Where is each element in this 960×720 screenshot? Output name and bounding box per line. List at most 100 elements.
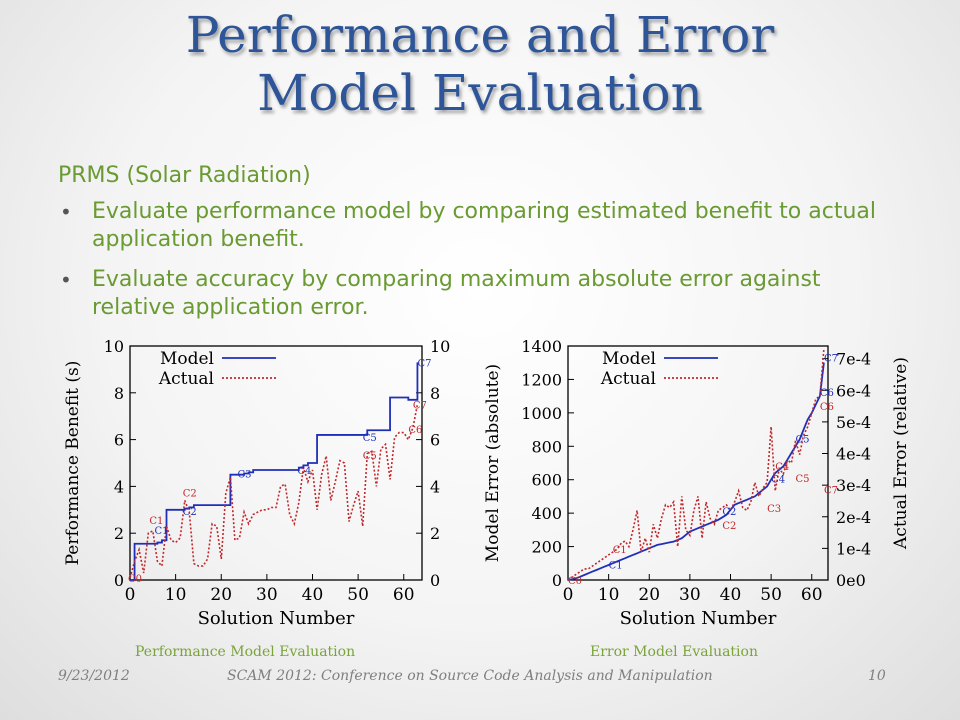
y2-tick-label: 8 [430, 384, 440, 403]
series-line-model [567, 362, 825, 581]
point-label: C4 [297, 466, 311, 477]
y2-tick-label: 1e-4 [836, 539, 871, 558]
y2-tick-label: 6 [430, 431, 440, 450]
x-axis-label: Solution Number [198, 608, 355, 629]
point-label: C1 [149, 516, 163, 527]
y-tick-label: 1400 [521, 337, 562, 356]
y2-tick-label: 7e-4 [836, 350, 871, 369]
legend-label: Model [160, 349, 214, 369]
footer-conference: SCAM 2012: Conference on Source Code Ana… [227, 668, 713, 684]
y2-tick-label: 2e-4 [836, 508, 871, 527]
point-label: C4 [771, 475, 785, 486]
y-tick-label: 2 [114, 524, 124, 543]
y-axis-label: Performance Benefit (s) [63, 361, 83, 566]
y-tick-label: 400 [531, 504, 562, 523]
error-model-chart: 0 10 20 30 40 50 6002004006008001000120014000e… [483, 337, 911, 629]
x-axis-label: Solution Number [620, 608, 777, 629]
y2-tick-label: 10 [430, 337, 450, 356]
y2-tick-label: 4e-4 [836, 445, 871, 464]
x-tick-label: 10 [165, 585, 187, 605]
y2-tick-label: 3e-4 [836, 476, 871, 495]
x-tick-label: 40 [720, 585, 742, 605]
y-tick-label: 600 [531, 471, 562, 490]
plot-frame [129, 345, 423, 581]
point-label: C2 [722, 507, 736, 518]
y-tick-label: 8 [114, 384, 124, 403]
point-label: C6 [408, 425, 422, 436]
point-label: C6 [820, 402, 834, 413]
point-label: C0 [128, 574, 142, 585]
y-tick-label: 800 [531, 437, 562, 456]
y2-tick-label: 2 [430, 524, 440, 543]
y2-tick-label: 5e-4 [836, 413, 871, 432]
plot-frame [567, 345, 829, 581]
chart-caption-error: Error Model Evaluation [590, 644, 758, 660]
performance-model-chart: 0 10 20 30 40 50 60 0 2 4 6 8 10 0 2 4 6 8 10 Solution Numb… [63, 337, 450, 629]
x-tick-label: 50 [347, 585, 369, 605]
y-tick-label: 1200 [521, 370, 562, 389]
point-label: C5 [796, 435, 810, 446]
point-label: C0 [568, 576, 582, 587]
y-axis-label: Model Error (absolute) [483, 364, 503, 562]
point-label: C5 [363, 433, 377, 444]
x-tick-label: 30 [256, 585, 278, 605]
slide-title-line-2: Model Evaluation [257, 64, 703, 122]
point-label: C3 [767, 504, 781, 515]
point-label: C6 [820, 388, 834, 399]
bullet-text: Evaluate performance model by comparing … [92, 199, 876, 252]
point-label: C5 [363, 451, 377, 462]
point-label: C3 [238, 470, 252, 481]
y2-axis-label: Actual Error (relative) [891, 357, 911, 550]
y-tick-label: 0 [552, 571, 562, 590]
point-label: C7 [413, 401, 427, 412]
legend-label: Actual [600, 369, 656, 389]
subheading: PRMS (Solar Radiation) [58, 163, 311, 188]
bullet-icon: • [60, 268, 72, 292]
point-label: C2 [183, 507, 197, 518]
y-tick-label: 1000 [521, 404, 562, 423]
bullet-text: Evaluate accuracy by comparing maximum a… [92, 267, 821, 320]
point-label: C5 [796, 474, 810, 485]
point-label: C2 [183, 488, 197, 499]
bullet-item: • Evaluate accuracy by comparing maximum… [58, 266, 908, 322]
series-line-model [130, 362, 419, 581]
chart-caption-performance: Performance Model Evaluation [135, 644, 356, 660]
x-tick-label: 20 [210, 585, 232, 605]
y-tick-label: 200 [531, 538, 562, 557]
y2-tick-label: 0 [430, 571, 440, 590]
point-label: C1 [155, 526, 169, 537]
x-tick-label: 30 [679, 585, 701, 605]
y2-tick-label: 4 [430, 477, 440, 496]
point-label: C4 [775, 462, 789, 473]
footer-date: 9/23/2012 [58, 668, 130, 684]
point-label: C2 [722, 521, 736, 532]
legend-label: Model [602, 349, 656, 369]
point-label: C7 [824, 353, 838, 364]
x-tick-label: 60 [393, 585, 415, 605]
y-tick-label: 6 [114, 431, 124, 450]
x-tick-label: 0 [125, 585, 136, 605]
point-label: C1 [609, 560, 623, 571]
y-tick-label: 0 [114, 571, 124, 590]
bullet-list: • Evaluate performance model by comparin… [58, 198, 908, 334]
bullet-icon: • [60, 200, 72, 224]
slide-title: Performance and Error Model Evaluation [0, 6, 960, 122]
series-line-actual [567, 348, 825, 581]
x-tick-label: 10 [598, 585, 620, 605]
x-tick-label: 50 [760, 585, 782, 605]
x-tick-label: 40 [302, 585, 324, 605]
x-tick-label: 60 [801, 585, 823, 605]
point-label: C7 [824, 486, 838, 497]
y-tick-label: 10 [104, 337, 124, 356]
y2-tick-label: 6e-4 [836, 381, 871, 400]
point-label: C7 [417, 358, 431, 369]
bullet-item: • Evaluate performance model by comparin… [58, 198, 908, 254]
x-tick-label: 0 [563, 585, 574, 605]
y-tick-label: 4 [114, 477, 124, 496]
point-label: C1 [613, 545, 627, 556]
slide-title-line-1: Performance and Error [185, 6, 775, 64]
footer-page-number: 10 [868, 668, 886, 684]
legend-label: Actual [158, 369, 214, 389]
x-tick-label: 20 [638, 585, 660, 605]
y2-tick-label: 0e0 [836, 571, 866, 590]
